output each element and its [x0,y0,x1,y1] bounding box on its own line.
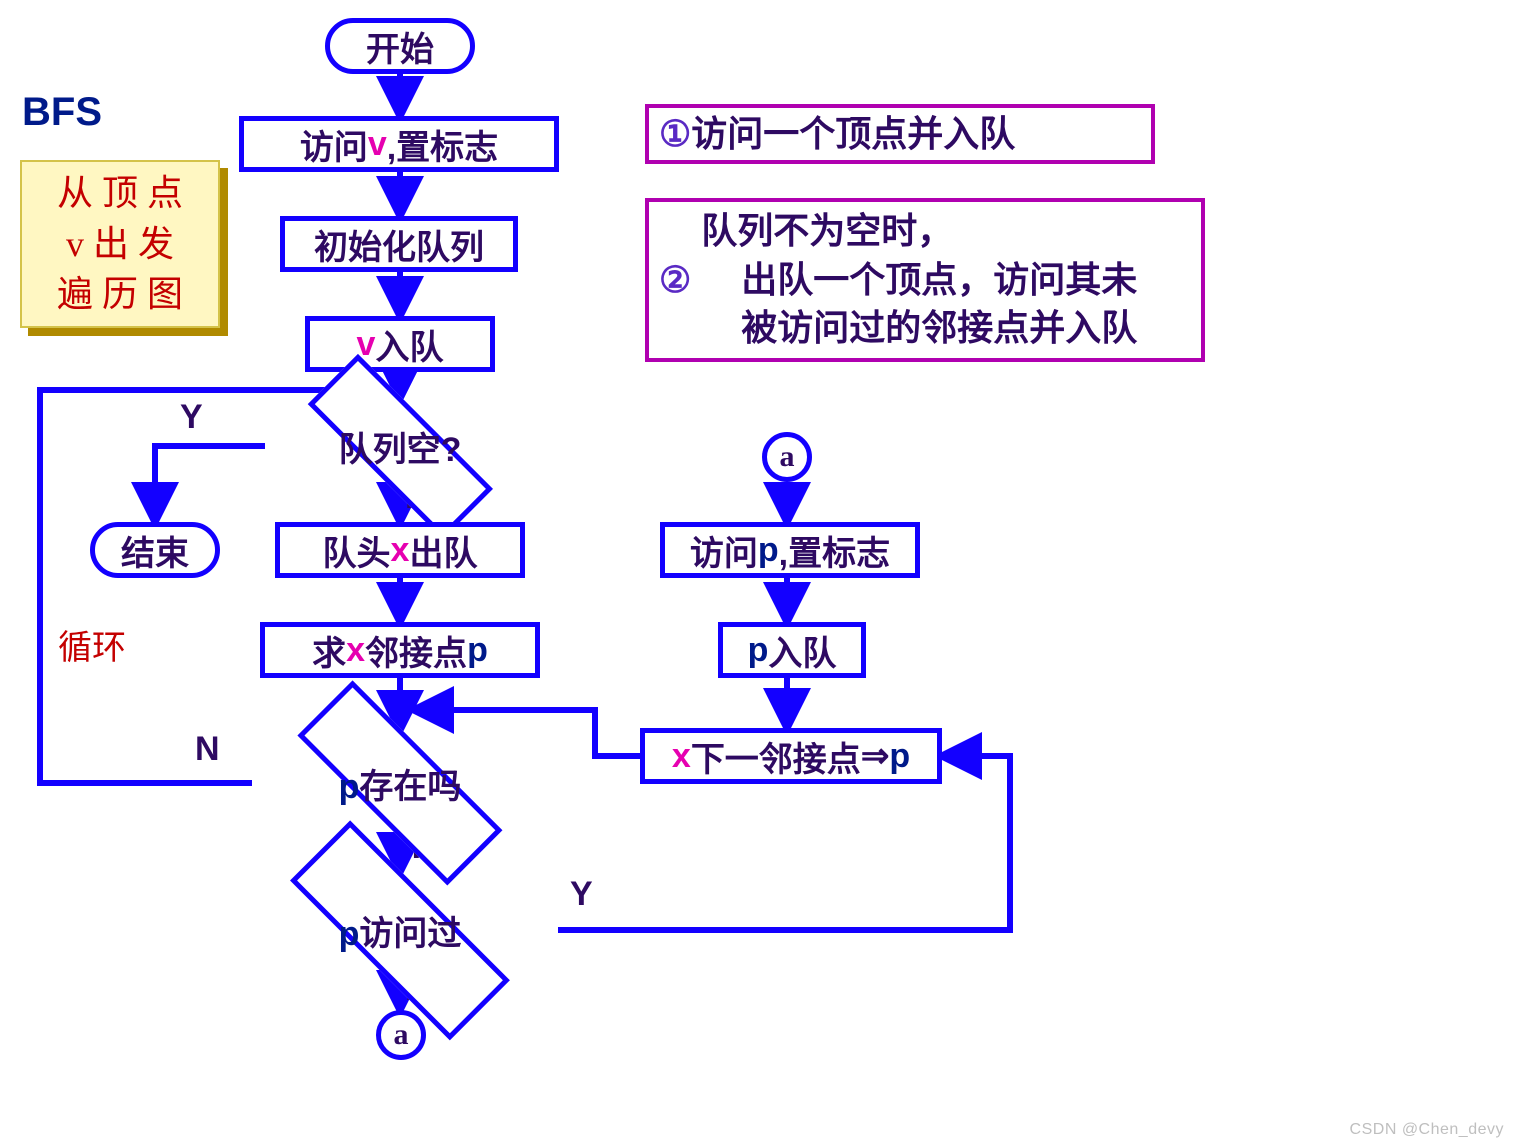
edge-label-lblN2: N [195,730,220,769]
node-p_visited: p访问过 [240,870,560,990]
edge-label-lblY1: Y [180,398,203,437]
loop-label: 循环 [58,620,126,669]
node-deq_x: 队头x出队 [275,522,525,578]
bfs-title: BFS [22,90,102,135]
edge-4 [155,446,265,522]
node-visit_p: 访问p,置标志 [660,522,920,578]
start-note: 从 顶 点 v 出 发 遍 历 图 [20,160,220,328]
node-visit_v: 访问v,置标志 [239,116,559,172]
annotation-annot1: ①访问一个顶点并入队 [645,104,1155,164]
node-init_q: 初始化队列 [280,216,518,272]
node-p_enq: p入队 [718,622,866,678]
node-start: 开始 [325,18,475,74]
node-q_empty: 队列空? [265,396,535,496]
node-a_top: a [762,432,812,482]
node-p_exist: p存在吗 [250,728,550,838]
annotation-annot2: ② 队列不为空时， 出队一个顶点，访问其未 被访问过的邻接点并入队 [645,198,1205,362]
node-next_adj: x下一邻接点⇒p [640,728,942,784]
edge-label-lblY3: Y [570,875,593,914]
watermark: CSDN @Chen_devy [1350,1121,1504,1139]
node-v_enq: v入队 [305,316,495,372]
flowchart-stage: { "canvas": { "w": 1524, "h": 1147, "bg"… [0,0,1524,1147]
node-end: 结束 [90,522,220,578]
node-adj_p: 求x邻接点p [260,622,540,678]
node-a_bottom: a [376,1010,426,1060]
